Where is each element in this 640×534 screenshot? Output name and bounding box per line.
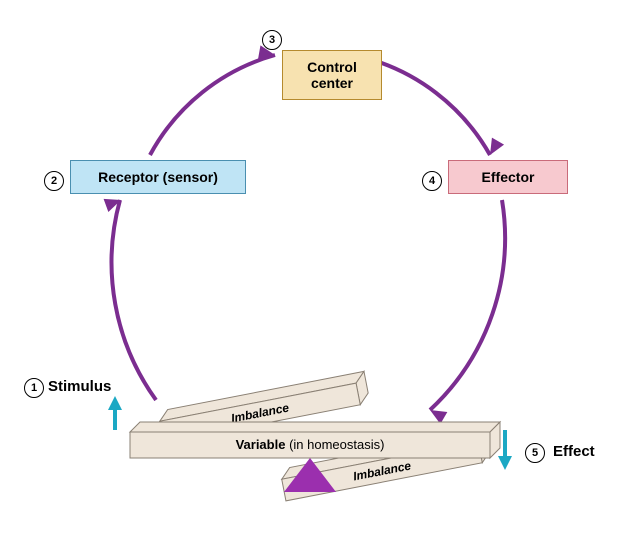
stimulus-label: Stimulus <box>48 378 111 395</box>
control-label-2: center <box>311 75 353 91</box>
svg-text:Variable (in homeostasis): Variable (in homeostasis) <box>236 437 385 452</box>
svg-text:Imbalance: Imbalance <box>230 400 291 425</box>
step-number-2: 2 <box>44 171 64 191</box>
effector-box: Effector <box>448 160 568 194</box>
step-number-3: 3 <box>262 30 282 50</box>
step-number-4: 4 <box>422 171 442 191</box>
receptor-label: Receptor (sensor) <box>98 169 218 185</box>
control-center-box: Control center <box>282 50 382 100</box>
effector-label: Effector <box>482 169 535 185</box>
svg-text:Imbalance: Imbalance <box>352 458 413 483</box>
control-label-1: Control <box>307 59 357 75</box>
step-number-5: 5 <box>525 443 545 463</box>
effect-label: Effect <box>553 443 595 460</box>
receptor-box: Receptor (sensor) <box>70 160 246 194</box>
step-number-1: 1 <box>24 378 44 398</box>
